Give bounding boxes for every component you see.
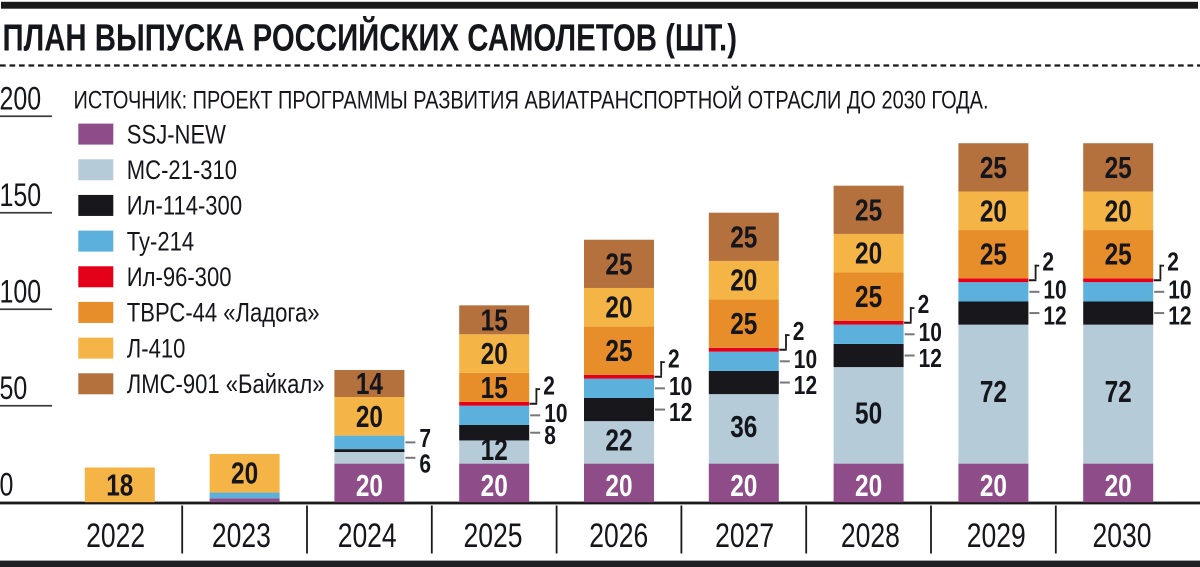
svg-text:10: 10 bbox=[544, 400, 567, 429]
svg-text:15: 15 bbox=[481, 303, 508, 337]
svg-text:25: 25 bbox=[730, 220, 757, 254]
svg-text:2: 2 bbox=[1167, 249, 1179, 278]
svg-text:Л-410: Л-410 bbox=[127, 334, 186, 364]
svg-text:6: 6 bbox=[419, 451, 431, 480]
svg-text:25: 25 bbox=[605, 334, 632, 368]
svg-text:20: 20 bbox=[605, 468, 632, 502]
svg-text:15: 15 bbox=[481, 370, 508, 404]
svg-text:36: 36 bbox=[730, 409, 757, 443]
svg-text:10: 10 bbox=[669, 373, 692, 402]
svg-text:12: 12 bbox=[669, 399, 692, 428]
svg-text:12: 12 bbox=[1168, 302, 1191, 331]
svg-text:25: 25 bbox=[730, 307, 757, 341]
svg-text:7: 7 bbox=[419, 425, 431, 454]
svg-text:2: 2 bbox=[1042, 249, 1054, 278]
svg-text:2: 2 bbox=[543, 372, 555, 401]
svg-text:100: 100 bbox=[0, 275, 41, 311]
svg-text:ИСТОЧНИК: ПРОЕКТ ПРОГРАММЫ РАЗ: ИСТОЧНИК: ПРОЕКТ ПРОГРАММЫ РАЗВИТИЯ АВИА… bbox=[74, 86, 989, 114]
svg-text:ТВРС-44 «Ладога»: ТВРС-44 «Ладога» bbox=[127, 299, 320, 329]
svg-text:20: 20 bbox=[356, 399, 383, 433]
svg-text:Ил-96-300: Ил-96-300 bbox=[127, 263, 232, 293]
svg-text:25: 25 bbox=[1105, 150, 1132, 184]
svg-text:20: 20 bbox=[730, 263, 757, 297]
svg-text:25: 25 bbox=[605, 247, 632, 281]
svg-text:12: 12 bbox=[1043, 302, 1066, 331]
svg-text:25: 25 bbox=[855, 280, 882, 314]
svg-text:20: 20 bbox=[855, 468, 882, 502]
svg-text:12: 12 bbox=[919, 345, 942, 374]
svg-text:20: 20 bbox=[605, 290, 632, 324]
svg-text:25: 25 bbox=[1105, 237, 1132, 271]
svg-text:ЛМС-901 «Байкал»: ЛМС-901 «Байкал» bbox=[127, 370, 325, 400]
svg-text:SSJ-NEW: SSJ-NEW bbox=[127, 120, 227, 150]
svg-text:25: 25 bbox=[980, 150, 1007, 184]
svg-text:20: 20 bbox=[231, 456, 258, 490]
svg-text:10: 10 bbox=[919, 319, 942, 348]
svg-text:2027: 2027 bbox=[715, 517, 774, 555]
svg-text:25: 25 bbox=[980, 237, 1007, 271]
svg-text:72: 72 bbox=[980, 375, 1007, 409]
svg-text:Ил-114-300: Ил-114-300 bbox=[127, 192, 242, 222]
svg-text:72: 72 bbox=[1105, 375, 1132, 409]
svg-text:8: 8 bbox=[544, 422, 556, 451]
svg-text:МС-21-310: МС-21-310 bbox=[127, 156, 237, 186]
svg-text:ПЛАН ВЫПУСКА РОССИЙСКИХ САМОЛЕ: ПЛАН ВЫПУСКА РОССИЙСКИХ САМОЛЕТОВ (ШТ.) bbox=[3, 14, 738, 59]
svg-text:25: 25 bbox=[855, 193, 882, 227]
svg-text:2: 2 bbox=[668, 345, 680, 374]
svg-text:2023: 2023 bbox=[212, 517, 271, 555]
svg-text:20: 20 bbox=[1105, 194, 1132, 228]
svg-text:10: 10 bbox=[794, 346, 817, 375]
svg-text:20: 20 bbox=[356, 468, 383, 502]
svg-text:2025: 2025 bbox=[464, 517, 523, 555]
svg-text:20: 20 bbox=[1105, 468, 1132, 502]
svg-text:2024: 2024 bbox=[338, 517, 397, 555]
svg-text:50: 50 bbox=[855, 396, 882, 430]
svg-text:2: 2 bbox=[793, 318, 805, 347]
svg-text:2022: 2022 bbox=[86, 517, 145, 555]
svg-text:12: 12 bbox=[794, 372, 817, 401]
svg-text:18: 18 bbox=[106, 468, 133, 502]
svg-text:2026: 2026 bbox=[589, 517, 648, 555]
svg-text:50: 50 bbox=[0, 371, 27, 407]
svg-text:20: 20 bbox=[481, 336, 508, 370]
svg-text:Ту-214: Ту-214 bbox=[127, 227, 194, 257]
svg-text:2: 2 bbox=[918, 291, 930, 320]
svg-text:20: 20 bbox=[481, 468, 508, 502]
svg-text:10: 10 bbox=[1168, 276, 1191, 305]
svg-text:150: 150 bbox=[0, 178, 41, 214]
svg-text:20: 20 bbox=[855, 236, 882, 270]
svg-text:20: 20 bbox=[980, 468, 1007, 502]
svg-text:20: 20 bbox=[730, 468, 757, 502]
svg-text:2030: 2030 bbox=[1093, 517, 1152, 555]
svg-text:2028: 2028 bbox=[841, 517, 900, 555]
svg-text:0: 0 bbox=[0, 468, 13, 504]
svg-text:14: 14 bbox=[356, 366, 384, 400]
svg-text:2029: 2029 bbox=[967, 517, 1026, 555]
svg-text:20: 20 bbox=[980, 194, 1007, 228]
svg-text:200: 200 bbox=[0, 82, 41, 118]
svg-text:22: 22 bbox=[605, 423, 632, 457]
svg-text:10: 10 bbox=[1043, 276, 1066, 305]
